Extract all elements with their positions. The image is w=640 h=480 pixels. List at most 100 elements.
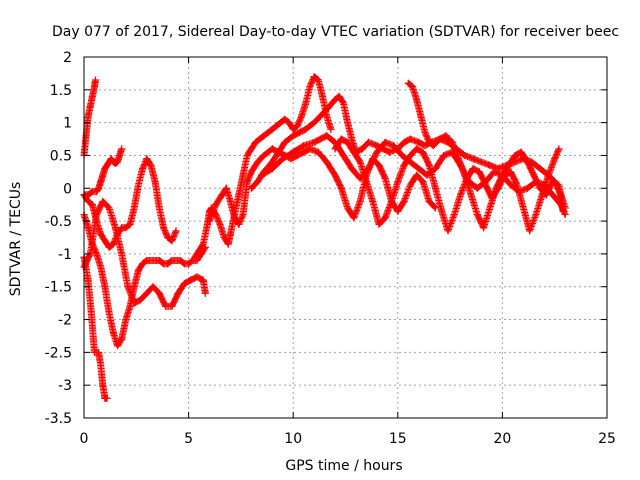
data-point	[268, 165, 276, 173]
data-point	[475, 168, 483, 176]
data-point	[398, 151, 406, 159]
data-point	[555, 181, 563, 189]
y-tick-label: -3.5	[45, 411, 72, 427]
data-point	[488, 194, 496, 202]
data-point	[316, 135, 324, 143]
data-point	[99, 197, 107, 205]
data-point	[406, 135, 414, 143]
data-point	[109, 329, 117, 337]
data-point	[88, 92, 96, 100]
data-point	[300, 142, 308, 150]
y-tick-label: -1.5	[45, 280, 72, 296]
data-point	[494, 184, 502, 192]
data-point	[277, 119, 285, 127]
data-point	[285, 119, 293, 127]
y-axis-label: SDTVAR / TECUs	[8, 182, 24, 297]
data-point	[310, 138, 318, 146]
data-point	[101, 283, 109, 291]
data-point	[507, 168, 515, 176]
data-point	[99, 171, 107, 179]
data-point	[226, 197, 234, 205]
data-point	[239, 211, 247, 219]
data-point	[400, 197, 408, 205]
data-point	[356, 158, 364, 166]
y-tick-label: 0.5	[50, 148, 72, 164]
data-point	[247, 145, 255, 153]
data-point	[155, 204, 163, 212]
data-point	[549, 178, 557, 186]
data-point	[526, 227, 534, 235]
data-point	[314, 148, 322, 156]
data-point	[356, 197, 364, 205]
data-point	[559, 207, 567, 215]
data-point	[373, 148, 381, 156]
data-point	[247, 184, 255, 192]
data-point	[136, 296, 144, 304]
chart-title: Day 077 of 2017, Sidereal Day-to-day VTE…	[52, 24, 619, 40]
y-tick-label: -0.5	[45, 214, 72, 230]
data-point	[93, 250, 101, 258]
data-point	[95, 184, 103, 192]
data-point	[139, 165, 147, 173]
data-point	[111, 224, 119, 232]
data-point	[413, 171, 421, 179]
data-point	[536, 165, 544, 173]
data-point	[116, 151, 124, 159]
data-point	[130, 283, 138, 291]
data-point	[254, 158, 262, 166]
data-layer	[80, 73, 569, 402]
data-point	[302, 99, 310, 107]
data-point	[176, 256, 184, 264]
data-point	[421, 128, 429, 136]
data-point	[400, 161, 408, 169]
data-point	[149, 283, 157, 291]
data-point	[118, 250, 126, 258]
data-point	[505, 161, 513, 169]
data-point	[406, 181, 414, 189]
data-point	[289, 148, 297, 156]
data-point	[254, 178, 262, 186]
data-point	[84, 112, 92, 120]
data-point	[122, 316, 130, 324]
x-tick-label: 25	[598, 431, 616, 447]
data-point	[318, 92, 326, 100]
data-point	[162, 302, 170, 310]
x-axis-label: GPS time / hours	[285, 458, 402, 474]
data-point	[532, 211, 540, 219]
data-point	[511, 151, 519, 159]
y-tick-label: 1.5	[50, 83, 72, 99]
x-tick-label: 15	[389, 431, 407, 447]
data-point	[482, 181, 490, 189]
data-point	[362, 178, 370, 186]
data-point	[381, 214, 389, 222]
data-point	[159, 224, 167, 232]
data-point	[413, 145, 421, 153]
data-point	[530, 171, 538, 179]
data-point	[335, 92, 343, 100]
data-point	[191, 253, 199, 261]
data-point	[524, 184, 532, 192]
data-point	[358, 145, 366, 153]
data-point	[381, 138, 389, 146]
data-point	[134, 181, 142, 189]
data-point	[258, 171, 266, 179]
data-point	[109, 240, 117, 248]
data-point	[212, 201, 220, 209]
data-point	[348, 165, 356, 173]
data-point	[388, 197, 396, 205]
series-track-l	[331, 135, 563, 235]
data-point	[224, 240, 232, 248]
data-point	[84, 197, 92, 205]
data-point	[375, 220, 383, 228]
data-point	[454, 155, 462, 163]
data-point	[122, 224, 130, 232]
data-point	[92, 76, 100, 84]
data-point	[87, 309, 95, 317]
data-point	[86, 102, 94, 110]
data-point	[381, 174, 389, 182]
data-point	[118, 335, 126, 343]
data-point	[431, 184, 439, 192]
data-point	[473, 211, 481, 219]
data-point	[369, 197, 377, 205]
data-point	[226, 230, 234, 238]
